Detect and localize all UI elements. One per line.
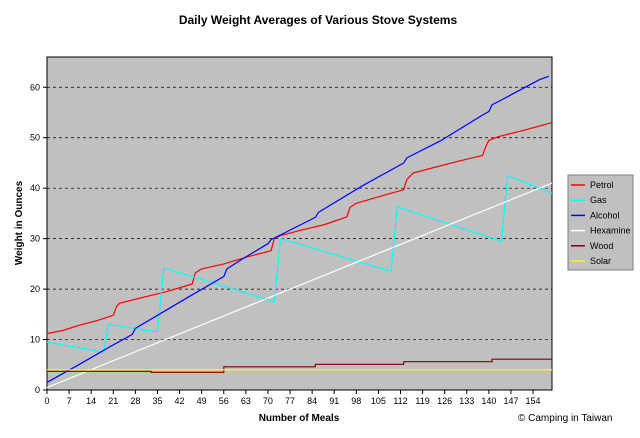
series-line-gas [46,175,553,353]
x-tick-label: 98 [351,396,361,406]
x-tick-label: 14 [86,396,96,406]
axis-ticks: 0 10 20 30 40 50 60 0 7 14 21 28 35 42 49 56 63 70 77 84 91 9… [30,82,541,406]
legend-label-gas: Gas [590,195,607,205]
y-axis-title: Weight in Ounces [14,180,25,265]
x-tick-label: 63 [241,396,251,406]
legend-box [567,174,634,271]
legend-label-alcohol: Alcohol [590,210,620,220]
x-axis-title: Number of Meals [259,413,340,424]
y-tick-label: 60 [30,82,40,92]
x-tick-label: 0 [44,396,49,406]
x-tick-label: 119 [415,396,429,406]
x-tick-label: 56 [219,396,229,406]
x-tick-label: 21 [108,396,118,406]
x-tick-label: 154 [526,396,541,406]
credit-text: © Camping in Taiwan [518,413,612,424]
x-tick-label: 140 [481,396,496,406]
y-tick-label: 50 [30,133,40,143]
x-tick-label: 7 [67,396,72,406]
chart-title: Daily Weight Averages of Various Stove S… [179,13,458,27]
x-tick-label: 126 [437,396,452,406]
x-tick-label: 49 [197,396,207,406]
series-line-alcohol [46,75,550,383]
y-tick-label: 20 [30,284,40,294]
legend-items: Petrol Gas Alcohol Hexamine Wood Solar [571,180,631,266]
legend: Petrol Gas Alcohol Hexamine Wood Solar [567,174,634,271]
legend-label-solar: Solar [590,256,611,266]
legend-label-wood: Wood [590,241,613,251]
y-tick-label: 10 [30,335,40,345]
x-tick-label: 105 [371,396,386,406]
series-line-hexamine [46,182,553,389]
y-tick-label: 40 [30,183,40,193]
series-line-wood [47,358,552,373]
gridlines [47,86,552,340]
x-tick-label: 77 [285,396,295,406]
series-lines [46,75,553,389]
x-tick-label: 84 [307,396,317,406]
x-tick-label: 35 [152,396,162,406]
y-tick-label: 30 [30,234,40,244]
series-line-petrol [46,122,553,335]
x-tick-label: 70 [263,396,273,406]
legend-label-petrol: Petrol [590,180,614,190]
legend-label-hexamine: Hexamine [590,226,631,236]
x-tick-label: 28 [130,396,140,406]
x-tick-label: 147 [503,396,518,406]
x-tick-label: 91 [329,396,339,406]
x-tick-label: 133 [459,396,474,406]
x-tick-label: 112 [393,396,407,406]
x-tick-label: 42 [175,396,185,406]
y-tick-label: 0 [35,385,40,395]
